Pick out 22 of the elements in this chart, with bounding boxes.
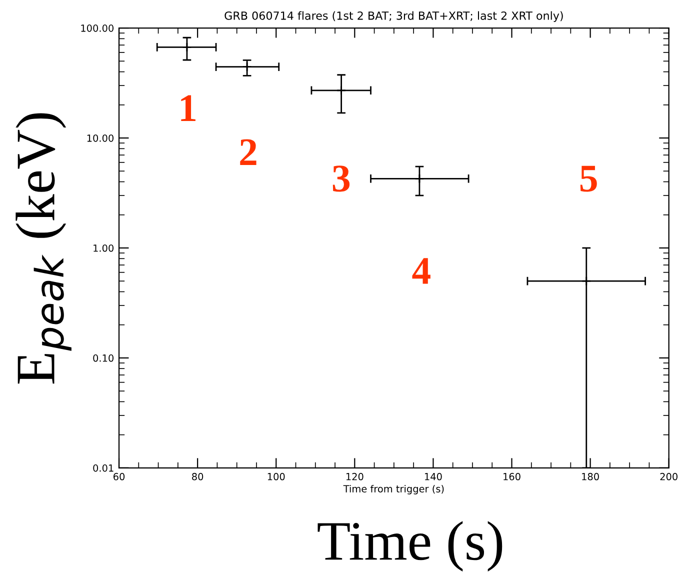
- y-tick-label: 0.10: [93, 354, 114, 362]
- annotation: 3: [332, 166, 350, 192]
- x-tick-label: 100: [268, 472, 285, 480]
- x-axis-title: Time from trigger (s): [343, 484, 444, 494]
- x-tick-label: 160: [504, 472, 520, 480]
- x-tick-label: 140: [425, 472, 442, 480]
- y-tick-label: 1.00: [94, 244, 114, 252]
- chart-title: GRB 060714 flares (1st 2 BAT; 3rd BAT+XRT; last 2 XRT only): [224, 11, 563, 22]
- annotation: 1: [181, 95, 196, 121]
- annotation: 4: [412, 258, 430, 284]
- y-axis-title: E$_{peak}$ (keV): [16, 113, 72, 384]
- x-tick-label: 80: [192, 472, 204, 480]
- text: Time (s): [318, 521, 502, 572]
- x-tick-label: 120: [346, 472, 364, 480]
- x-tick-label: 60: [114, 472, 125, 480]
- y-tick-label: 100.00: [81, 24, 114, 32]
- x-tick-label: 200: [660, 472, 678, 480]
- annotation: 5: [580, 166, 597, 192]
- y-tick-label: 10.00: [87, 134, 114, 142]
- y-tick-label: 0.01: [93, 464, 114, 472]
- x-tick-label: 180: [582, 472, 599, 480]
- annotation: 2: [240, 139, 256, 165]
